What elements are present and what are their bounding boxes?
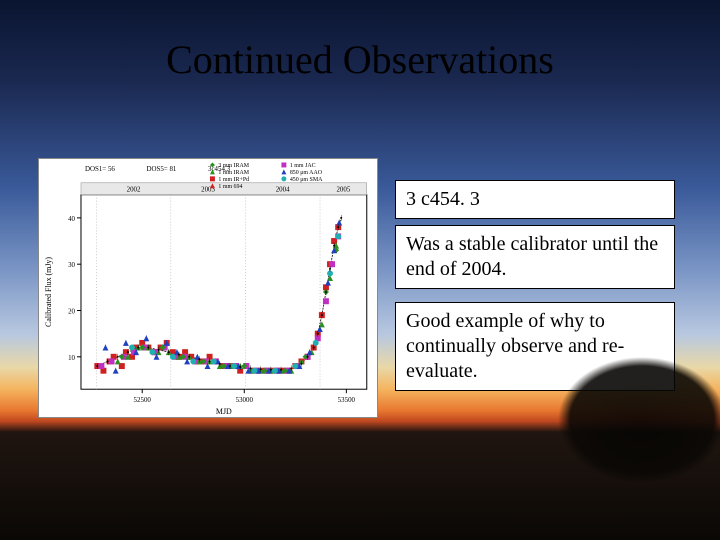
svg-text:2005: 2005 xyxy=(336,186,350,194)
svg-text:1 mm 694: 1 mm 694 xyxy=(218,184,242,190)
telescope-silhouette xyxy=(460,340,720,540)
chart-svg: 2002200320042005DOS1= 56DOS5= 813c454.35… xyxy=(39,159,377,417)
svg-text:53500: 53500 xyxy=(338,396,356,404)
svg-text:3 mm IRAM: 3 mm IRAM xyxy=(218,163,249,169)
svg-text:1 mm JAC: 1 mm JAC xyxy=(290,163,316,169)
svg-text:30: 30 xyxy=(68,261,75,269)
svg-text:20: 20 xyxy=(68,307,75,315)
svg-text:850 μm AAO: 850 μm AAO xyxy=(290,170,323,176)
svg-text:450 μm SMA: 450 μm SMA xyxy=(290,177,323,183)
svg-text:2002: 2002 xyxy=(127,186,141,194)
svg-text:1 mm IR+Pd: 1 mm IR+Pd xyxy=(218,177,249,183)
textbox-source-name: 3 c454. 3 xyxy=(395,180,675,219)
svg-text:52500: 52500 xyxy=(134,396,152,404)
svg-text:10: 10 xyxy=(68,354,75,362)
svg-text:2004: 2004 xyxy=(276,186,290,194)
svg-text:Calibrated Flux (mJy): Calibrated Flux (mJy) xyxy=(44,257,53,327)
svg-text:40: 40 xyxy=(68,215,75,223)
svg-text:MJD: MJD xyxy=(216,407,232,416)
slide-title: Continued Observations xyxy=(0,36,720,83)
flux-chart: 2002200320042005DOS1= 56DOS5= 813c454.35… xyxy=(38,158,378,418)
svg-text:DOS1= 56: DOS1= 56 xyxy=(85,165,115,173)
svg-text:53000: 53000 xyxy=(236,396,254,404)
svg-text:DOS5= 81: DOS5= 81 xyxy=(146,165,176,173)
textbox-calibrator-note: Was a stable calibrator until the end of… xyxy=(395,225,675,289)
svg-text:1 mm IRAM: 1 mm IRAM xyxy=(218,170,249,176)
